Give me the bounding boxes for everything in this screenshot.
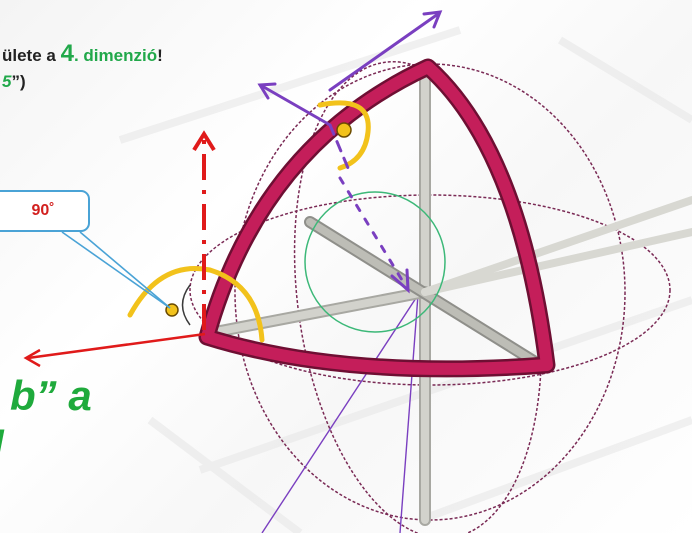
radial-line bbox=[399, 294, 419, 533]
angle-markers bbox=[127, 100, 371, 343]
purple-dashed-normal bbox=[328, 123, 350, 170]
top-angle-dot bbox=[336, 122, 352, 138]
red-arrow-shaft bbox=[27, 332, 206, 360]
corner-angle-inner-arc bbox=[181, 284, 191, 326]
red-arrowhead-up bbox=[192, 130, 216, 152]
caption-exclamation: ! bbox=[157, 46, 163, 65]
caption-fragment: 5 bbox=[2, 72, 12, 91]
grid-line bbox=[557, 36, 692, 124]
triangle-edge bbox=[201, 61, 553, 375]
corner-angle-arc bbox=[127, 266, 265, 343]
big-green-text-line-1: b” a bbox=[10, 372, 92, 419]
red-horizontal-arrow bbox=[23, 332, 206, 368]
diagonal-axis-lower bbox=[421, 228, 692, 296]
purple-arrowhead-up-left bbox=[257, 82, 277, 100]
big-green-text-line-2: l bbox=[0, 425, 4, 467]
caption-close: ”) bbox=[11, 72, 26, 91]
callout-angle-label: 90˚ bbox=[31, 202, 55, 219]
radial-lines bbox=[261, 294, 419, 533]
red-arrowhead-left bbox=[23, 348, 41, 368]
purple-arrowhead-center bbox=[390, 268, 410, 294]
angle-callout: 90˚ bbox=[0, 190, 90, 232]
purple-arrow-up-left bbox=[260, 84, 332, 127]
spherical-triangle bbox=[198, 58, 556, 378]
caption-line-2: 5”) bbox=[2, 72, 26, 92]
connector-line-a bbox=[61, 231, 171, 309]
purple-arrowhead-up-right bbox=[422, 10, 443, 29]
red-vertical-arrow bbox=[192, 130, 216, 330]
caption-prefix: ülete a bbox=[2, 46, 61, 65]
top-angle-arc bbox=[317, 100, 371, 171]
dimension-number: 4 bbox=[60, 40, 74, 67]
caption-separator: . bbox=[73, 46, 84, 65]
purple-dashed-to-center bbox=[338, 176, 407, 287]
grid-line bbox=[118, 26, 462, 144]
coordinate-axes bbox=[204, 64, 692, 526]
inner-circle bbox=[304, 191, 446, 333]
grid-line bbox=[147, 416, 303, 533]
dimension-word: dimenzió bbox=[83, 46, 158, 65]
x-axis bbox=[206, 288, 429, 337]
radial-line bbox=[261, 294, 419, 533]
purple-arrows bbox=[257, 10, 443, 294]
purple-arrow-up-right bbox=[328, 12, 440, 92]
callout-connector bbox=[61, 231, 171, 309]
grid-line bbox=[418, 416, 692, 524]
connector-line-b bbox=[79, 231, 171, 309]
caption-line-1: ülete a 4. dimenzió! bbox=[2, 40, 163, 68]
diagonal-axis-upper bbox=[421, 196, 692, 296]
